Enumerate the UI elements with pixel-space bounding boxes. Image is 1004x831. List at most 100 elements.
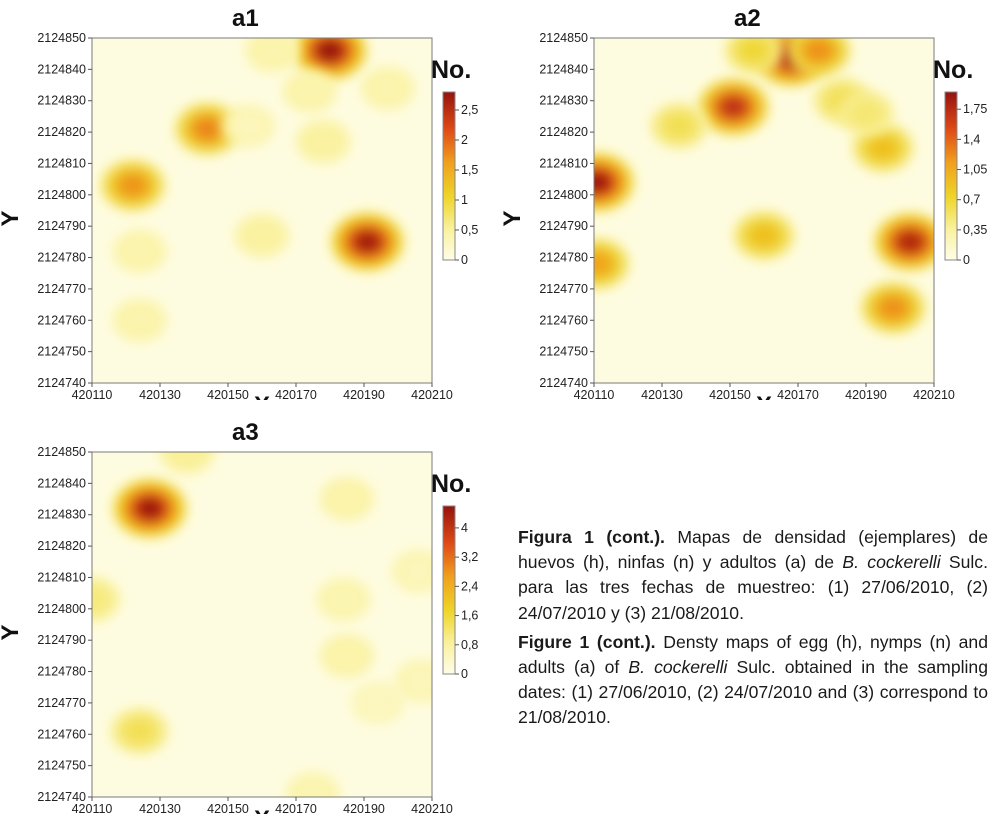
x-tick-label: 420130 — [139, 802, 181, 814]
colorbar-tick-label: 0 — [963, 253, 970, 267]
caption-spanish-label: Figura 1 (cont.). — [518, 527, 665, 547]
caption-spanish-species: B. cockerelli — [842, 552, 941, 573]
caption-english: Figure 1 (cont.). Densty maps of egg (h)… — [518, 630, 988, 731]
y-tick-label: 2124840 — [37, 62, 86, 76]
hotspot — [112, 298, 167, 342]
x-tick-label: 420130 — [139, 388, 181, 400]
hotspot — [786, 38, 851, 77]
heatmap-svg: a121248502124840212483021248202124810212… — [0, 5, 478, 400]
plot-frame — [91, 37, 433, 384]
y-tick-label: 2124750 — [37, 345, 86, 359]
hotspot — [351, 682, 404, 724]
caption-english-species: B. cockerelli — [628, 657, 728, 678]
hotspot — [113, 479, 186, 538]
hotspot — [813, 77, 871, 124]
x-tick-label: 420130 — [641, 388, 683, 400]
hotspot — [650, 103, 708, 149]
colorbar-tick-label: 1,6 — [461, 609, 478, 623]
heat-layer — [594, 38, 934, 334]
hotspot — [245, 38, 299, 72]
hotspot — [293, 38, 367, 80]
colorbar-title: No. — [431, 470, 471, 498]
y-tick-label: 2124760 — [37, 727, 86, 741]
y-axis-label: Y — [502, 210, 526, 226]
y-tick-label: 2124800 — [37, 602, 86, 616]
heat-layer — [100, 38, 415, 342]
x-axis-label: X — [756, 392, 772, 400]
y-tick-label: 2124840 — [37, 476, 86, 490]
y-tick-label: 2124830 — [37, 508, 86, 522]
plot-frame — [91, 451, 433, 798]
y-axis-label: Y — [0, 210, 24, 226]
colorbar-tick-label: 2,4 — [461, 579, 478, 593]
y-tick-label: 2124820 — [37, 539, 86, 553]
caption-spanish: Figura 1 (cont.). Mapas de densidad (eje… — [518, 525, 988, 626]
y-tick-label: 2124740 — [37, 376, 86, 390]
caption-spanish-text-2: Sulc. para las tres fechas de muestreo: … — [518, 552, 988, 623]
x-tick-label: 420210 — [913, 388, 955, 400]
colorbar — [442, 505, 456, 675]
hotspot — [594, 238, 629, 289]
hotspot — [724, 38, 783, 74]
caption-english-label: Figure 1 (cont.). — [518, 631, 656, 652]
heatmap-panel-a1: a1 2124850 2124840 2124830 2124820 2124810 212… — [0, 0, 500, 400]
hotspot — [175, 103, 240, 155]
y-tick-label: 2124760 — [37, 313, 86, 327]
y-tick-label: 2124780 — [37, 251, 86, 265]
y-tick-label: 2124850 — [539, 31, 588, 45]
hotspot — [112, 229, 167, 273]
y-tick-label: 2124770 — [37, 282, 86, 296]
colorbar-tick-label: 0,5 — [461, 223, 478, 237]
heatmap-svg: a2 2124850 2124840 2124830 2124820 2124810 212… — [502, 5, 987, 400]
x-axis-label: X — [254, 806, 270, 814]
hotspot — [594, 153, 634, 212]
x-tick-label: 420190 — [343, 802, 385, 814]
y-tick-label: 2124740 — [37, 790, 86, 804]
hotspot — [222, 104, 275, 147]
colorbar-tick-label: 2 — [461, 133, 468, 147]
hotspot — [160, 452, 215, 474]
y-tick-label: 2124810 — [37, 156, 86, 170]
colorbar-tick-label: 0,8 — [461, 638, 478, 652]
hotspot — [331, 213, 404, 271]
x-tick-label: 420170 — [777, 388, 819, 400]
colorbar-tick-label: 0,7 — [963, 193, 980, 207]
colorbar-tick-label: 2,5 — [461, 103, 478, 117]
x-tick-label: 420150 — [207, 388, 249, 400]
hotspot — [282, 70, 337, 113]
caption-english-text-2: Sulc. obtained in the sampling dates: (1… — [518, 657, 989, 728]
x-axis-label: X — [254, 392, 270, 400]
colorbar-tick-label: 1 — [461, 193, 468, 207]
y-tick-label: 2124820 — [539, 125, 588, 139]
colorbar-tick-label: 3,2 — [461, 550, 478, 564]
hotspot — [698, 79, 769, 135]
hotspot — [861, 282, 926, 334]
hotspot — [395, 659, 432, 702]
y-tick-label: 2124760 — [539, 313, 588, 327]
x-tick-label: 420210 — [411, 388, 453, 400]
colorbar-tick-label: 1,75 — [963, 102, 987, 116]
hotspot — [874, 213, 934, 271]
panel-title: a2 — [734, 5, 761, 32]
y-tick-label: 2124850 — [37, 31, 86, 45]
heatmap-svg: a3 2124850 2124840 2124830 2124820 2124810 212… — [0, 419, 478, 814]
y-tick-label: 2124780 — [539, 251, 588, 265]
hotspot — [361, 66, 415, 110]
heatmap-panel-a3: a3 2124850 2124840 2124830 2124820 2124810 212… — [0, 414, 500, 814]
figure-caption: Figura 1 (cont.). Mapas de densidad (eje… — [518, 525, 988, 735]
hotspot — [234, 213, 290, 258]
hotspot — [111, 708, 169, 754]
colorbar-title: No. — [431, 56, 471, 84]
x-tick-label: 420150 — [207, 802, 249, 814]
colorbar — [944, 91, 958, 261]
colorbar-tick-label: 0 — [461, 667, 468, 681]
colorbar-tick-label: 0,35 — [963, 223, 987, 237]
heatmap-panel-a2: a2 2124850 2124840 2124830 2124820 2124810 212… — [502, 0, 1002, 400]
x-tick-label: 420110 — [574, 388, 615, 400]
y-tick-label: 2124790 — [37, 219, 86, 233]
hotspot — [320, 634, 374, 678]
hotspot — [286, 772, 340, 797]
y-tick-label: 2124790 — [37, 633, 86, 647]
y-tick-label: 2124830 — [539, 94, 588, 108]
y-tick-label: 2124790 — [539, 219, 588, 233]
